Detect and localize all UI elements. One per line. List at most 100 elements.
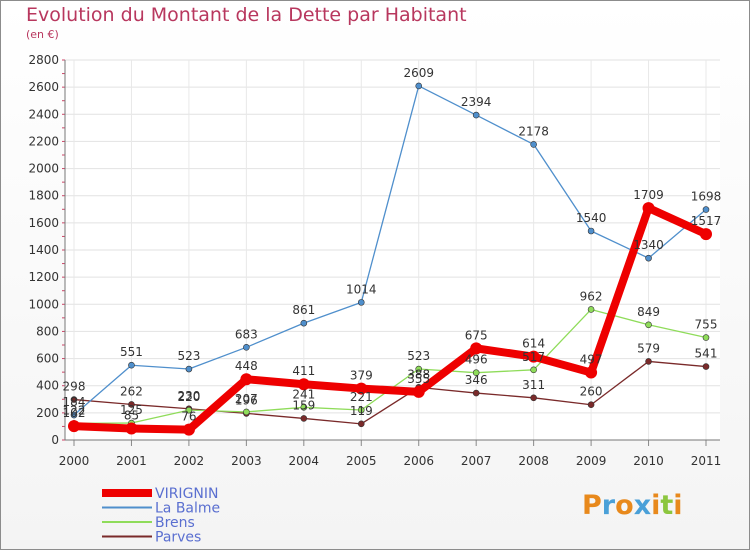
x-tick-label: 2002 [174,454,205,468]
data-label: 849 [637,305,660,319]
data-point [300,319,308,327]
data-point [530,141,537,148]
logo-letter: x [633,490,652,521]
data-point [472,111,480,119]
data-label: 220 [177,390,200,404]
data-label: 523 [407,349,430,363]
data-label: 1517 [691,214,722,228]
data-label: 102 [63,406,86,420]
data-point [527,350,540,363]
data-label: 159 [292,398,315,412]
data-label: 2394 [461,95,492,109]
data-point [243,408,250,416]
data-point [645,321,652,329]
data-point [357,299,365,306]
data-label: 675 [465,328,488,342]
data-point [357,406,365,414]
data-point [357,420,365,428]
y-tick-label: 2400 [28,107,59,121]
logo-letter: t [660,490,674,521]
x-tick-label: 2005 [346,454,377,468]
data-label: 230 [177,389,200,403]
x-tick-label: 2003 [231,454,262,468]
data-point [68,420,80,433]
y-tick-label: 0 [51,433,59,447]
data-label: 241 [292,387,315,401]
data-label: 2178 [518,124,549,138]
x-tick-label: 2007 [461,454,492,468]
data-point [530,394,537,402]
y-tick-label: 1000 [28,297,59,311]
data-label: 861 [292,303,315,317]
x-tick-label: 2006 [403,454,434,468]
data-point [642,202,655,215]
data-label: 541 [695,347,718,361]
data-label: 85 [124,408,139,422]
logo-letter: o [615,490,634,521]
logo-letter: i [673,490,683,521]
data-point [702,206,710,213]
x-tick-label: 2008 [518,454,549,468]
data-point [470,342,483,355]
data-label: 184 [63,395,86,409]
y-tick-label: 2800 [28,53,59,67]
data-point [185,406,193,414]
data-point [128,361,135,369]
data-label: 755 [695,318,718,332]
data-label: 388 [407,367,430,381]
data-label: 1540 [576,211,607,225]
data-point [300,403,308,411]
data-label: 262 [120,384,143,398]
y-tick-label: 1200 [28,270,59,284]
data-point [415,82,423,90]
data-label: 517 [522,350,545,364]
data-point [530,366,537,374]
legend-label: La Balme [155,501,220,517]
data-point [182,423,195,436]
data-point [472,369,480,376]
y-tick-label: 1400 [28,243,59,257]
legend-label: Parves [155,530,201,546]
data-point [70,396,78,403]
y-tick-label: 400 [36,379,59,393]
data-label: 448 [235,359,258,373]
data-label: 1340 [633,238,664,252]
y-tick-label: 1800 [28,189,59,203]
x-tick-label: 2009 [576,454,607,468]
x-tick-label: 2011 [691,454,722,468]
data-point [70,411,78,419]
series-line [73,360,707,425]
y-tick-label: 2600 [28,80,59,94]
data-point [240,373,253,386]
data-point [585,366,598,379]
y-tick-label: 2000 [28,162,59,176]
data-point [243,344,250,351]
y-tick-label: 200 [36,406,59,420]
data-point [645,254,652,262]
data-label: 207 [235,392,258,406]
data-point [125,422,138,435]
data-point [587,306,595,313]
data-label: 298 [63,380,86,394]
y-tick-label: 800 [36,324,59,338]
y-tick-label: 600 [36,352,59,366]
data-label: 523 [177,349,200,363]
x-tick-label: 2004 [289,454,320,468]
data-point [415,365,423,373]
x-tick-label: 2010 [633,454,664,468]
y-tick-label: 2200 [28,134,59,148]
legend-label: VIRIGNIN [155,486,219,502]
data-label: 1709 [633,188,664,202]
data-label: 221 [350,390,373,404]
data-label: 379 [350,369,373,383]
series-line [73,85,707,416]
data-point [700,228,712,241]
logo-letter: P [582,490,602,521]
data-label: 551 [120,345,143,359]
logo-letter: r [601,490,616,521]
data-point [128,401,135,408]
data-label: 346 [465,373,488,387]
data-point [472,389,480,397]
data-label: 260 [580,385,603,399]
